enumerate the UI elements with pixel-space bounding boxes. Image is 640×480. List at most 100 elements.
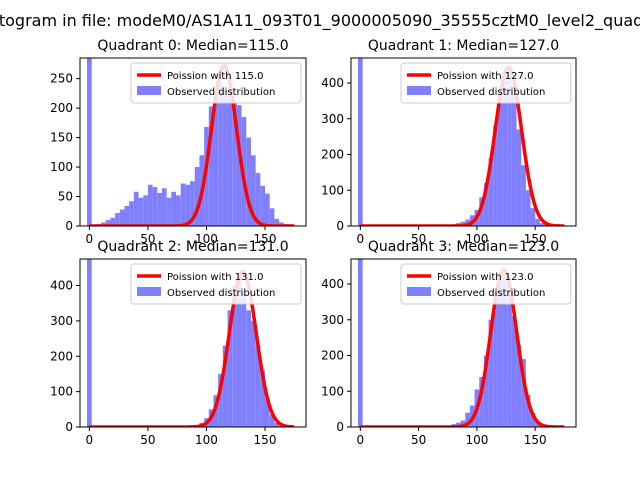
histogram-bar xyxy=(260,185,266,226)
histogram-bar xyxy=(166,197,172,226)
histogram-bar xyxy=(511,316,517,427)
histogram-bar xyxy=(87,58,92,226)
legend-label-hist: Observed distribution xyxy=(167,87,275,98)
legend-hist-swatch xyxy=(137,86,161,95)
histogram-bar xyxy=(246,137,251,226)
poisson-curve xyxy=(359,267,565,427)
histogram-bar xyxy=(232,101,237,226)
legend-box xyxy=(400,263,572,305)
histogram-bar xyxy=(497,90,503,226)
histogram-bar xyxy=(87,259,92,427)
histogram-bar xyxy=(119,209,125,226)
y-tick-label: 300 xyxy=(321,313,344,327)
histogram-bar xyxy=(507,284,512,427)
histogram-bar xyxy=(133,191,139,226)
x-tick-label: 100 xyxy=(195,232,218,246)
histogram-bar xyxy=(227,310,233,427)
x-tick-label: 0 xyxy=(86,433,94,447)
histogram-bar xyxy=(176,195,181,226)
subplot-quadrant-1: 0 50 100 150 0 100 200 300 400 Quadrant 1: Median… xyxy=(321,38,577,246)
histogram-bar xyxy=(227,94,233,226)
histogram-bar xyxy=(483,183,489,226)
histogram-bar xyxy=(152,187,158,226)
histogram-bar xyxy=(236,105,242,226)
histogram-bar xyxy=(539,223,545,226)
histogram-bar xyxy=(180,183,186,226)
plot-area xyxy=(87,58,295,226)
x-tick-label: 50 xyxy=(140,433,155,447)
legend: Poission with 115.0 Observed distribution xyxy=(130,62,302,104)
histogram-bar xyxy=(274,422,280,427)
y-tick-label: 50 xyxy=(58,190,73,204)
x-tick-label: 50 xyxy=(411,232,426,246)
histogram-bar xyxy=(208,106,214,226)
histogram-bar xyxy=(105,220,111,226)
y-tick-label: 200 xyxy=(321,349,344,363)
histogram-bar xyxy=(493,291,498,427)
histogram-bar xyxy=(246,310,251,427)
y-tick-label: 150 xyxy=(50,131,73,145)
axes-frame xyxy=(350,258,577,428)
y-tick-label: 200 xyxy=(50,101,73,115)
histogram-bar xyxy=(129,201,134,226)
histogram-bar xyxy=(269,208,275,226)
histogram-bar xyxy=(147,184,153,226)
histogram-bar xyxy=(222,90,228,226)
histogram-bar xyxy=(194,167,200,226)
histogram-bar xyxy=(250,320,256,427)
subplot-quadrant-3: 0 50 100 150 0 100 200 300 400 Quadrant 3: Median… xyxy=(321,239,577,447)
histogram-bar xyxy=(502,269,508,427)
subplot-title: Quadrant 3: Median=123.0 xyxy=(368,239,559,255)
subplot-title: Quadrant 0: Median=115.0 xyxy=(97,38,288,54)
histogram-bar xyxy=(465,412,470,427)
y-tick-label: 300 xyxy=(321,112,344,126)
x-tick-label: 150 xyxy=(254,232,277,246)
legend-label-hist: Observed distribution xyxy=(167,288,275,299)
axes-frame xyxy=(350,57,577,227)
histogram-bar xyxy=(260,370,266,427)
y-tick-label: 200 xyxy=(50,349,73,363)
x-tick-label: 0 xyxy=(86,232,94,246)
x-tick-label: 150 xyxy=(524,433,547,447)
histogram-bar xyxy=(502,72,508,226)
y-tick-label: 0 xyxy=(336,219,344,233)
axes-frame xyxy=(79,57,307,227)
y-tick-label: 100 xyxy=(50,160,73,174)
histogram-bar xyxy=(110,217,116,226)
legend-label-hist: Observed distribution xyxy=(437,288,545,299)
x-tick-label: 50 xyxy=(140,232,155,246)
histogram-bar xyxy=(124,205,130,226)
histogram-bar xyxy=(483,355,489,427)
histogram-bar xyxy=(530,208,536,226)
histogram-bar xyxy=(525,190,531,226)
histogram-bar xyxy=(521,165,526,226)
x-tick-label: 50 xyxy=(411,433,426,447)
plot-area xyxy=(357,259,565,427)
histogram-bar xyxy=(488,158,494,226)
legend-label-curve: Poission with 127.0 xyxy=(437,71,533,82)
subplot-grid: 0 50 100 150 0 50 100 150 200 250 Quadrant 0: Medi… xyxy=(50,38,577,447)
axes-frame xyxy=(79,258,307,428)
histogram-bar xyxy=(516,344,522,427)
legend-hist-swatch xyxy=(407,86,431,95)
legend-hist-swatch xyxy=(407,287,431,296)
y-tick-label: 0 xyxy=(65,420,73,434)
x-tick-label: 100 xyxy=(465,433,488,447)
histogram-bar xyxy=(269,414,275,427)
legend-hist-swatch xyxy=(137,287,161,296)
y-tick-label: 100 xyxy=(50,385,73,399)
histogram-bar xyxy=(222,345,228,427)
legend: Poission with 131.0 Observed distribution xyxy=(130,263,302,305)
histogram-bar xyxy=(218,81,223,226)
legend-box xyxy=(130,263,302,305)
histogram-bar xyxy=(250,155,256,226)
histogram-bar xyxy=(493,125,498,226)
histogram-bar xyxy=(357,58,363,226)
y-tick-label: 100 xyxy=(321,183,344,197)
histogram-bar xyxy=(274,218,280,226)
histogram-bar xyxy=(279,222,284,226)
histogram-bar xyxy=(218,373,223,427)
x-tick-label: 150 xyxy=(524,232,547,246)
legend-label-curve: Poission with 123.0 xyxy=(437,272,533,283)
legend-box xyxy=(400,62,572,104)
